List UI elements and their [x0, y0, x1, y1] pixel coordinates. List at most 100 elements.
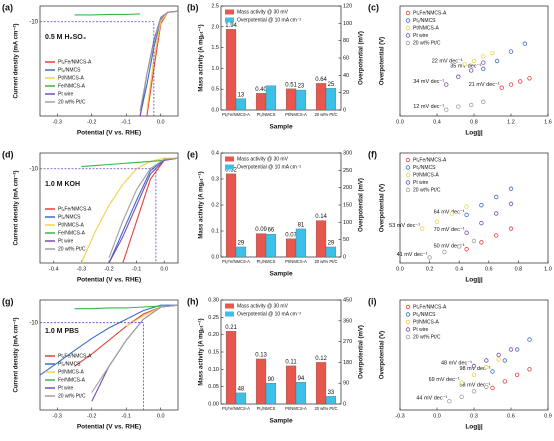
- data-point: [456, 104, 461, 109]
- panel-label: (d): [2, 149, 14, 159]
- y2-tick-label: 360: [343, 318, 352, 324]
- y-tick-label: 0.1: [211, 228, 219, 234]
- value-label: 0.40: [255, 87, 267, 93]
- x-tick-label: 0.6: [507, 413, 515, 419]
- y2-tick-label: 50: [343, 237, 349, 243]
- y2-tick-label: 200: [343, 185, 352, 191]
- bar: [315, 83, 327, 111]
- data-point: [444, 107, 449, 112]
- y-tick-label: 0.20: [208, 332, 219, 338]
- data-point: [471, 58, 477, 64]
- reference-label: -10: [29, 19, 38, 25]
- value-label: 94: [298, 376, 305, 382]
- data-point: [508, 82, 514, 87]
- bar: [225, 173, 237, 258]
- data-point: [481, 66, 486, 72]
- data-point: [496, 357, 501, 362]
- data-point: [484, 384, 489, 390]
- legend-swatch: [225, 9, 234, 15]
- legend-label: Pt/NMCS-A: [413, 172, 440, 178]
- y-tick-label: 1.5: [211, 45, 219, 51]
- legend-swatch: [405, 312, 411, 317]
- legend-label: Pt₁Fe/NMCS-A: [58, 206, 92, 212]
- slope-label: 70 mV dec⁻¹: [434, 227, 465, 233]
- x-tick-label: 20 wt% Pt/C: [314, 259, 337, 264]
- x-tick-label: -0.2: [104, 266, 113, 272]
- x-tick-label: 0.0: [157, 119, 165, 125]
- value-label: 0.51: [285, 82, 297, 88]
- slope-label: 35 mV dec⁻¹: [450, 63, 481, 69]
- legend-label: Pt₁Fe/NMCS-A: [413, 304, 447, 310]
- legend-label: 20 wt% Pt/C: [413, 187, 441, 193]
- x-tick-label: 0.4: [433, 119, 441, 125]
- y2-tick-label: 250: [343, 168, 352, 174]
- legend-label: Pt₁/NMCS: [58, 214, 81, 220]
- x-tick-label: 1.0: [544, 266, 552, 272]
- legend-swatch: [405, 304, 411, 310]
- data-point: [484, 364, 489, 370]
- data-point: [481, 99, 486, 105]
- x-axis-label: Sample: [269, 124, 293, 131]
- data-point: [469, 68, 474, 73]
- x-tick-label: -0.2: [87, 413, 96, 419]
- value-label: 0.13: [255, 353, 267, 359]
- legend-swatch: [225, 17, 234, 23]
- reference-label: -10: [29, 320, 38, 326]
- legend-label: Overpotential @ 10 mA cm⁻²: [237, 17, 301, 23]
- reference-line: [40, 21, 155, 116]
- annotation: 1.0 M PBS: [45, 328, 79, 335]
- legend-label: Overpotential @ 10 mA cm⁻²: [237, 311, 301, 317]
- x-tick-label: Pt₁Fe/NMCS-A: [222, 406, 250, 411]
- data-point: [444, 82, 449, 87]
- data-point: [471, 238, 477, 244]
- data-point: [449, 211, 454, 216]
- x-tick-label: -0.3: [53, 119, 62, 125]
- reference-line: [40, 322, 144, 410]
- legend-label: Pt wire: [58, 238, 74, 244]
- x-axis-label: Sample: [269, 271, 293, 278]
- bar: [225, 331, 237, 405]
- curve: [74, 305, 161, 310]
- bar: [295, 382, 307, 405]
- x-tick-label: 0.4: [455, 266, 463, 272]
- y2-tick-label: 0: [343, 254, 346, 260]
- panel-label: (e): [187, 149, 198, 159]
- bar: [285, 238, 297, 258]
- slope-label: 12 mV dec⁻¹: [413, 104, 444, 110]
- y2-tick-label: 90: [343, 381, 349, 387]
- y-axis-label: Mass activity (A mgₚₜ⁻¹): [198, 318, 205, 385]
- x-tick-label: 0.8: [470, 119, 478, 125]
- x-tick-label: 0.2: [426, 266, 434, 272]
- y2-axis-label: Overpotential (mV): [359, 325, 365, 379]
- data-point: [527, 337, 532, 342]
- data-point: [508, 49, 514, 54]
- y-axis-label: Overpotential (V): [380, 37, 386, 85]
- y-tick-label: 0.5: [211, 87, 219, 93]
- data-point: [434, 219, 440, 224]
- legend-swatch: [405, 180, 411, 185]
- x-axis-label: Log|j|: [465, 277, 483, 284]
- slope-label: 44 mV dec⁻¹: [416, 396, 447, 402]
- bar: [265, 233, 277, 258]
- legend-swatch: [405, 157, 411, 163]
- y-tick-label: 2.0: [211, 24, 219, 30]
- legend-label: Fe/NMCS-A: [58, 83, 86, 89]
- data-point: [442, 249, 447, 255]
- reference-line: [40, 168, 157, 263]
- y-tick-label: 0.0: [211, 254, 219, 260]
- bar: [325, 88, 337, 111]
- value-label: 25: [328, 82, 335, 88]
- legend-label: 20 wt% Pt/C: [58, 246, 86, 252]
- legend-label: 20 wt% Pt/C: [58, 99, 86, 105]
- slope-label: 58 mV dec⁻¹: [459, 382, 490, 388]
- y2-tick-label: 270: [343, 339, 352, 345]
- data-point: [447, 399, 452, 404]
- reference-label: -10: [29, 166, 38, 172]
- data-point: [508, 226, 514, 231]
- data-point: [527, 76, 532, 81]
- slope-label: 53 mV dec⁻¹: [389, 223, 420, 229]
- legend-label: Pt wire: [58, 385, 74, 391]
- y2-tick-label: 60: [343, 55, 349, 61]
- legend-label: Pt₁Fe/NMCS-A: [58, 353, 92, 359]
- legend-swatch: [225, 156, 234, 162]
